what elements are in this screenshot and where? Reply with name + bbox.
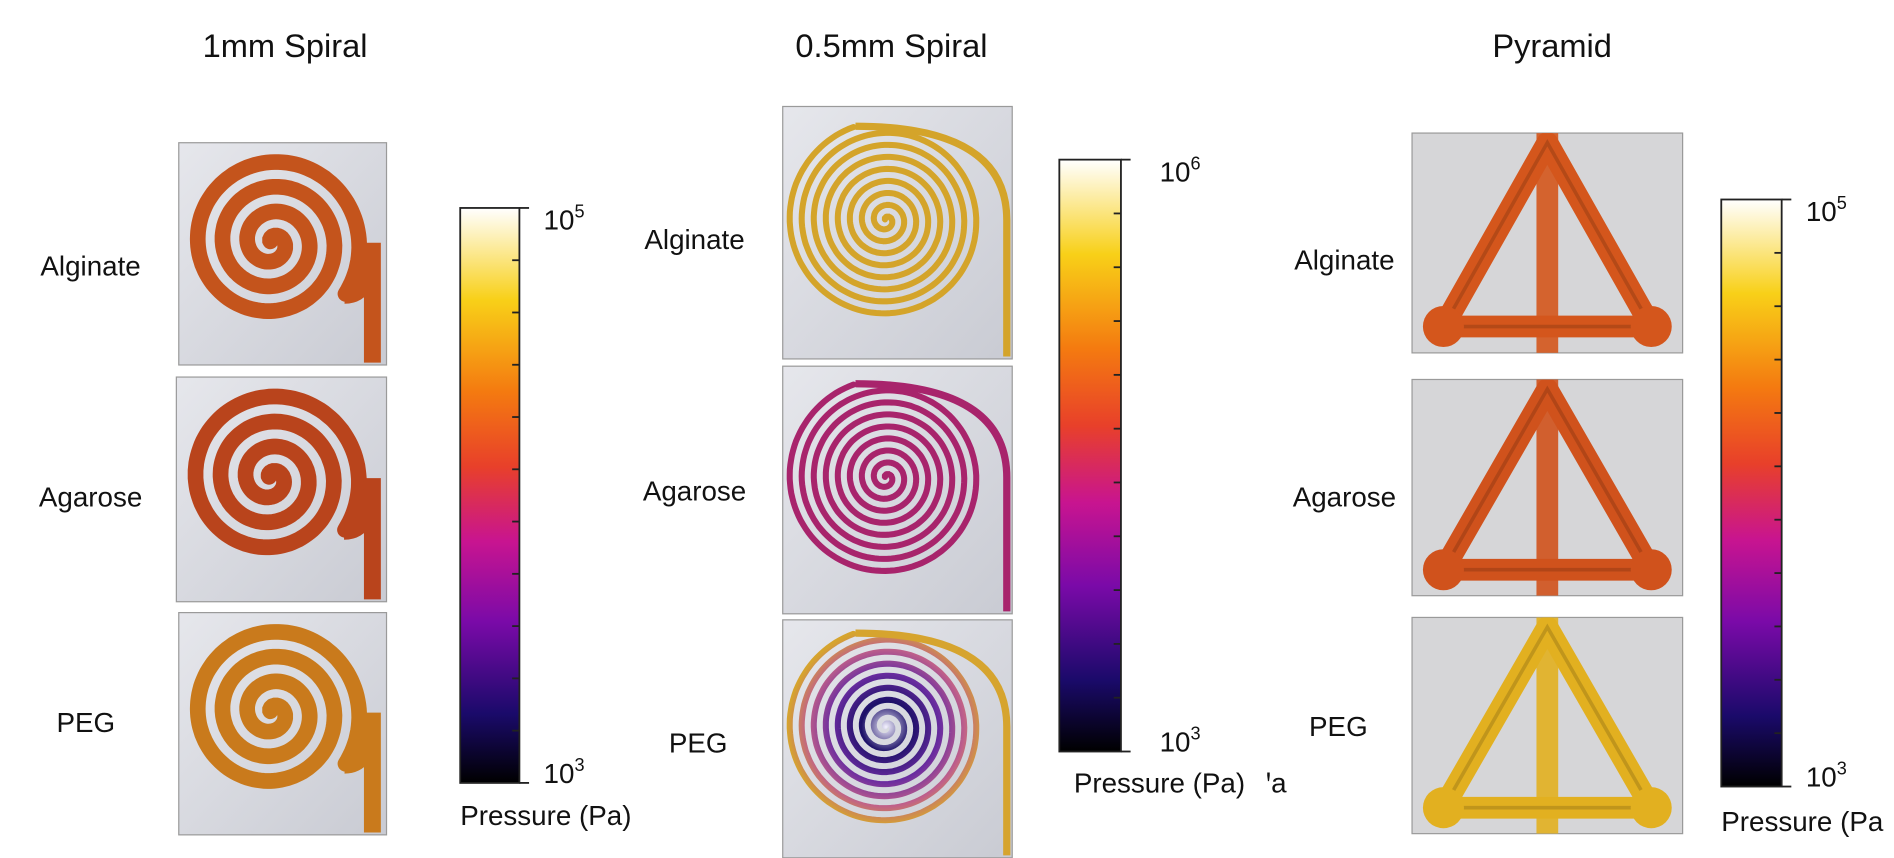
- simulation-image: [1412, 379, 1683, 595]
- colorbar-limit-exponent: 5: [574, 202, 584, 222]
- joint: [1631, 787, 1672, 828]
- joint: [1423, 787, 1464, 828]
- row-label: Agarose: [1293, 481, 1396, 512]
- colorbar: [460, 208, 519, 783]
- colorbar-limit: 106: [1160, 153, 1201, 187]
- colorbar-limit-base: 10: [544, 205, 575, 236]
- colorbar-limit-base: 10: [1160, 727, 1191, 758]
- simulation-image: [783, 620, 1013, 858]
- colorbar-limit-base: 10: [1806, 196, 1837, 227]
- panel-title: 0.5mm Spiral: [795, 27, 987, 64]
- overflow-text: ꞌa: [1266, 768, 1287, 799]
- colorbar-limit: 103: [1160, 723, 1201, 757]
- row-label: Agarose: [39, 481, 142, 512]
- panel-title: Pyramid: [1492, 27, 1612, 64]
- colorbar-label: Pressure (Pa): [460, 800, 631, 831]
- simulation-image: [783, 106, 1013, 358]
- simulation-image: [179, 613, 387, 835]
- joint: [1423, 549, 1464, 590]
- simulation-image: [176, 377, 386, 602]
- colorbar-label: Pressure (Pa: [1721, 806, 1884, 837]
- simulation-image: [1412, 133, 1683, 353]
- row-label: PEG: [669, 728, 728, 759]
- colorbar-limit-exponent: 3: [574, 755, 584, 775]
- simulation-image: [179, 143, 387, 365]
- colorbar-label: Pressure (Pa): [1074, 768, 1245, 799]
- joint: [1423, 306, 1464, 347]
- joint: [1631, 549, 1672, 590]
- colorbar-limit-exponent: 5: [1837, 193, 1847, 213]
- colorbar-limit: 103: [544, 755, 585, 789]
- panel-title: 1mm Spiral: [203, 27, 368, 64]
- colorbar: [1059, 160, 1121, 752]
- row-label: PEG: [56, 707, 115, 738]
- colorbar-limit-exponent: 3: [1190, 723, 1200, 743]
- row-label: Alginate: [40, 251, 140, 282]
- figure: 1mm SpiralAlginateAgarosePEG105103Pressu…: [0, 0, 1894, 858]
- row-label: Alginate: [1294, 245, 1394, 276]
- joint: [1631, 306, 1672, 347]
- simulation-image: [1412, 617, 1683, 833]
- row-label: Alginate: [644, 224, 744, 255]
- row-label: Agarose: [643, 475, 746, 506]
- colorbar-limit-base: 10: [544, 758, 575, 789]
- row-label: PEG: [1309, 711, 1368, 742]
- colorbar-limit: 103: [1806, 758, 1847, 792]
- colorbar-limit-base: 10: [1806, 762, 1837, 793]
- page: 1mm SpiralAlginateAgarosePEG105103Pressu…: [0, 0, 1894, 858]
- colorbar-limit: 105: [544, 202, 585, 236]
- colorbar-limit-exponent: 3: [1837, 758, 1847, 778]
- colorbar: [1721, 199, 1781, 786]
- colorbar-limit-exponent: 6: [1190, 153, 1200, 173]
- colorbar-limit: 105: [1806, 193, 1847, 227]
- colorbar-limit-base: 10: [1160, 156, 1191, 187]
- simulation-image: [783, 366, 1013, 614]
